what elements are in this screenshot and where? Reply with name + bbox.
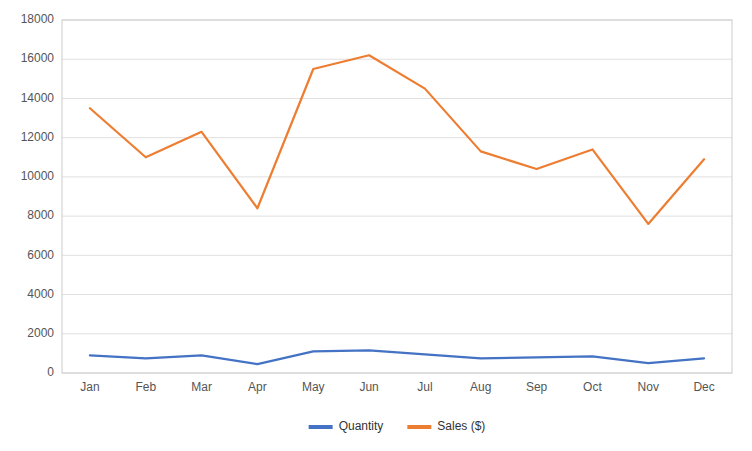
x-tick-label: Sep xyxy=(526,380,548,394)
y-tick-label: 8000 xyxy=(27,208,54,222)
y-tick-label: 10000 xyxy=(21,169,55,183)
x-tick-label: Jul xyxy=(417,380,432,394)
y-axis: 0 2000 4000 6000 8000 10000 12000 14000 16000 180… xyxy=(21,12,732,379)
x-tick-label: Mar xyxy=(191,380,212,394)
legend-item: Quantity xyxy=(309,419,384,433)
x-tick-label: Aug xyxy=(470,380,491,394)
grid-line xyxy=(62,333,732,334)
y-tick-label: 14000 xyxy=(21,91,55,105)
series-line xyxy=(90,55,704,224)
x-tick-label: Nov xyxy=(638,380,659,394)
grid-line xyxy=(62,216,732,217)
x-axis: Jan Feb Mar Apr May Jun Jul Aug Sep Oct Nov Dec xyxy=(80,380,715,394)
legend-label: Quantity xyxy=(339,419,384,433)
legend-swatch xyxy=(407,425,431,429)
chart: 0 2000 4000 6000 8000 10000 12000 14000 16000 180… xyxy=(0,0,752,451)
y-tick-label: 0 xyxy=(47,365,54,379)
grid-line xyxy=(62,294,732,295)
y-tick-label: 18000 xyxy=(21,12,55,26)
grid-line xyxy=(62,59,732,60)
y-tick-label: 16000 xyxy=(21,51,55,65)
plot-frame xyxy=(62,20,732,373)
x-tick-label: Dec xyxy=(693,380,714,394)
y-tick-label: 12000 xyxy=(21,130,55,144)
grid-line xyxy=(62,98,732,99)
legend-label: Sales ($) xyxy=(437,419,485,433)
x-tick-label: Feb xyxy=(135,380,156,394)
legend: Quantity Sales ($) xyxy=(309,419,486,433)
y-tick-label: 6000 xyxy=(27,248,54,262)
grid-line xyxy=(62,255,732,256)
grid-line xyxy=(62,176,732,177)
legend-item: Sales ($) xyxy=(407,419,485,433)
x-tick-label: May xyxy=(302,380,325,394)
y-tick-label: 2000 xyxy=(27,326,54,340)
x-tick-label: Jan xyxy=(80,380,99,394)
x-tick-label: Jun xyxy=(359,380,378,394)
legend-swatch xyxy=(309,425,333,429)
grid-line xyxy=(62,137,732,138)
lines xyxy=(90,55,704,364)
series-line xyxy=(90,350,704,364)
x-tick-label: Oct xyxy=(583,380,602,394)
x-tick-label: Apr xyxy=(248,380,267,394)
y-tick-label: 4000 xyxy=(27,287,54,301)
